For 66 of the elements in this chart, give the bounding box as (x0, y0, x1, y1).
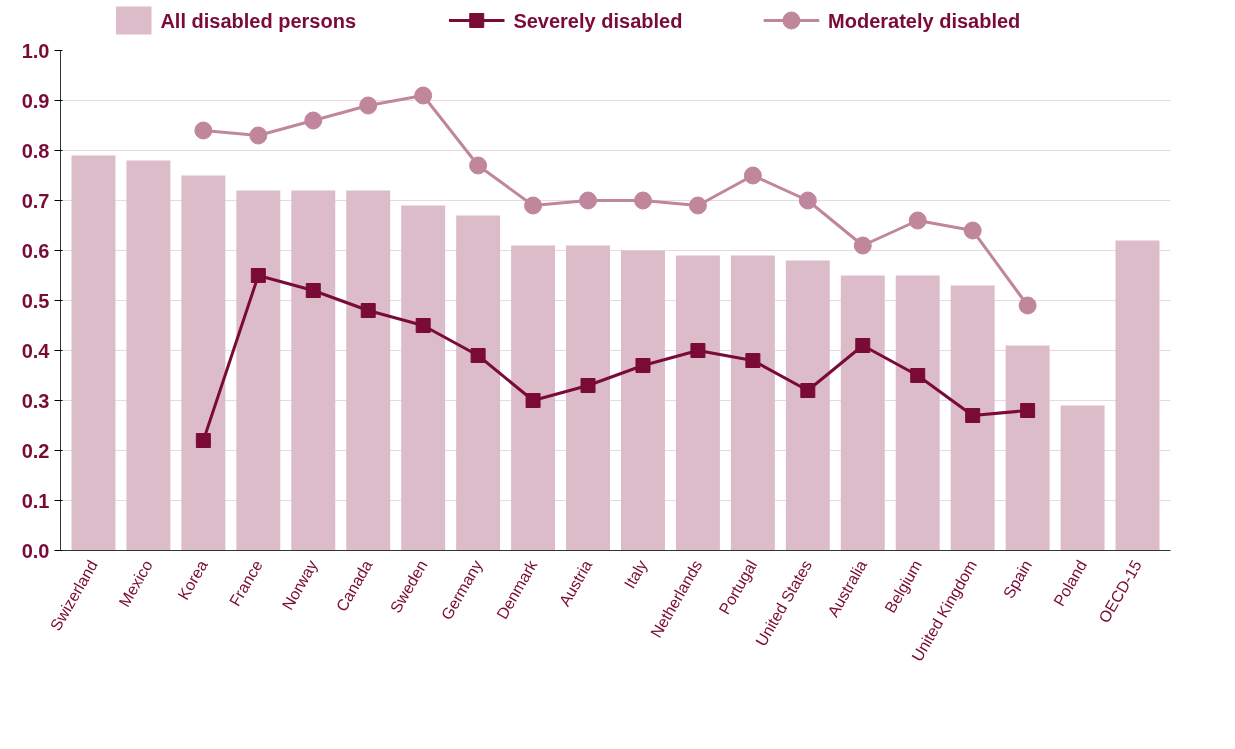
bar (566, 245, 611, 551)
y-tick-label: 0.9 (21, 89, 50, 112)
point (855, 338, 871, 353)
point (249, 126, 268, 145)
bar (71, 155, 116, 551)
bar (1005, 345, 1050, 551)
point (305, 283, 321, 298)
bar (346, 190, 391, 551)
bar (126, 160, 171, 551)
bar (1060, 405, 1105, 551)
y-tick-label: 0.2 (21, 439, 50, 462)
point (633, 191, 652, 210)
point (304, 111, 323, 130)
point (688, 196, 707, 215)
point (910, 368, 926, 383)
point (965, 408, 981, 423)
bar (950, 285, 995, 551)
y-tick-label: 0.8 (21, 139, 50, 162)
point (195, 433, 211, 448)
point (745, 353, 761, 368)
bar (730, 255, 775, 551)
legend-label: Severely disabled (513, 9, 683, 32)
legend-label: All disabled persons (160, 9, 357, 32)
point (470, 348, 486, 363)
y-tick-label: 0.3 (21, 389, 50, 412)
bar (840, 275, 885, 551)
point (798, 191, 817, 210)
point (963, 221, 982, 240)
y-tick-label: 1.0 (21, 39, 50, 62)
bar (236, 190, 281, 551)
point (1020, 403, 1036, 418)
bar (181, 175, 226, 551)
point (194, 121, 213, 140)
point (359, 96, 378, 115)
point (469, 156, 488, 175)
point (415, 318, 431, 333)
bar (291, 190, 336, 551)
point (414, 86, 433, 105)
point (690, 343, 706, 358)
bar (1115, 240, 1160, 551)
bar (785, 260, 830, 551)
point (1018, 296, 1037, 315)
y-tick-label: 0.6 (21, 239, 50, 262)
point (635, 358, 651, 373)
bar (511, 245, 556, 551)
bar (456, 215, 501, 551)
bar (675, 255, 720, 551)
point (853, 236, 872, 255)
bar (401, 205, 446, 551)
point (580, 378, 596, 393)
y-tick-label: 0.5 (21, 289, 50, 312)
point (360, 303, 376, 318)
y-tick-label: 0.7 (21, 189, 50, 212)
legend-label: Moderately disabled (828, 9, 1021, 32)
point (579, 191, 598, 210)
y-tick-label: 0.4 (21, 339, 51, 362)
bar (620, 250, 665, 551)
point (524, 196, 543, 215)
point (908, 211, 927, 230)
point (250, 268, 266, 283)
point (525, 393, 541, 408)
point (743, 166, 762, 185)
y-tick-label: 0.0 (21, 539, 50, 562)
point (800, 383, 816, 398)
y-tick-label: 0.1 (21, 489, 50, 512)
bar (895, 275, 940, 551)
